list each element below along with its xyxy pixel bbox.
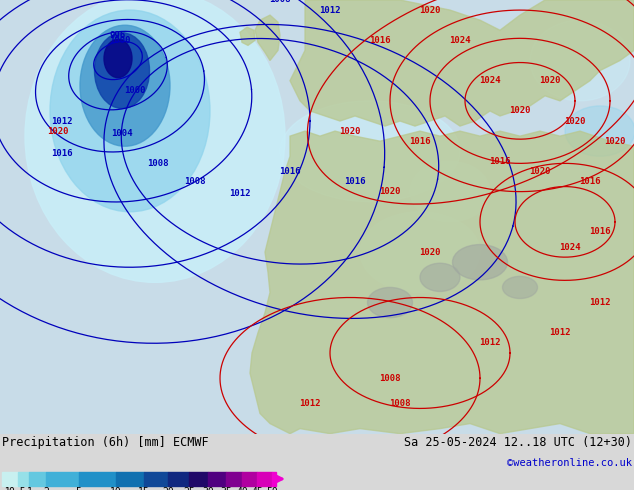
Text: Sa 25-05-2024 12..18 UTC (12+30): Sa 25-05-2024 12..18 UTC (12+30) [404,436,632,449]
Text: 25: 25 [183,487,195,490]
Text: 1008: 1008 [147,159,169,168]
Text: 1016: 1016 [589,227,611,237]
Bar [18,472,29,486]
Bar [2,472,18,486]
Text: 30: 30 [202,487,214,490]
Ellipse shape [94,33,150,108]
Text: 1: 1 [27,487,32,490]
Text: 1016: 1016 [489,157,511,166]
Ellipse shape [280,101,460,202]
Ellipse shape [80,25,170,146]
Text: 2: 2 [43,487,49,490]
Text: 0.5: 0.5 [9,487,27,490]
Text: 1024: 1024 [479,76,501,85]
Bar [257,472,272,486]
Text: 1016: 1016 [579,177,601,186]
Text: 1020: 1020 [339,126,361,136]
Text: 1020: 1020 [604,137,626,146]
Bar [29,472,46,486]
Polygon shape [255,15,280,60]
Ellipse shape [104,39,132,77]
Text: 1008: 1008 [184,177,206,186]
Text: 996: 996 [110,31,126,40]
Ellipse shape [503,276,538,298]
Text: 1020: 1020 [529,167,551,176]
Bar [226,472,242,486]
Bar [168,472,189,486]
Text: 1016: 1016 [410,137,430,146]
Ellipse shape [565,106,634,156]
Text: 0.1: 0.1 [0,487,11,490]
Text: 1024: 1024 [450,36,471,45]
Ellipse shape [25,0,285,282]
Bar [189,472,209,486]
Text: 1024: 1024 [559,243,581,251]
Polygon shape [290,0,634,126]
Text: 20: 20 [162,487,174,490]
Bar [79,472,116,486]
Ellipse shape [410,161,490,222]
Bar [144,472,168,486]
Text: 5: 5 [76,487,82,490]
Ellipse shape [368,288,413,318]
Text: 1012: 1012 [589,298,611,307]
Text: 1008: 1008 [269,0,291,4]
Text: 1008: 1008 [379,374,401,383]
Text: 1016: 1016 [279,167,301,176]
Polygon shape [240,27,255,46]
Text: 1020: 1020 [419,247,441,257]
Text: ©weatheronline.co.uk: ©weatheronline.co.uk [507,458,632,468]
Ellipse shape [453,245,507,280]
Bar [209,472,226,486]
Text: 1020: 1020 [419,5,441,15]
Text: 1012: 1012 [51,117,73,125]
Bar [242,472,257,486]
Text: 1016: 1016 [51,149,73,158]
Text: 1020: 1020 [379,187,401,196]
Text: 1012: 1012 [299,399,321,408]
Text: 35: 35 [220,487,231,490]
Text: 50: 50 [266,487,278,490]
Ellipse shape [50,10,210,212]
Text: 1012: 1012 [549,328,571,337]
Text: 15: 15 [138,487,150,490]
Ellipse shape [360,212,480,293]
Text: 1016: 1016 [369,36,391,45]
Text: 1020: 1020 [540,76,560,85]
Text: 10: 10 [110,487,122,490]
Text: 1000: 1000 [124,86,146,95]
Text: 1012: 1012 [320,5,340,15]
Text: 1020: 1020 [48,126,68,136]
Text: 1016: 1016 [344,177,366,186]
Polygon shape [250,131,634,434]
Bar [272,472,276,486]
Text: 45: 45 [252,487,263,490]
Text: 1020: 1020 [509,106,531,116]
Text: 40: 40 [236,487,248,490]
Text: 1008: 1008 [389,399,411,408]
Text: 1020: 1020 [564,117,586,125]
Text: 1000: 1000 [109,36,131,45]
Bar [46,472,79,486]
Text: Precipitation (6h) [mm] ECMWF: Precipitation (6h) [mm] ECMWF [2,436,209,449]
Text: 1004: 1004 [111,128,133,138]
Ellipse shape [420,263,460,292]
Text: 1012: 1012 [479,339,501,347]
Bar [116,472,144,486]
Ellipse shape [530,20,630,101]
Text: 1012: 1012 [230,189,251,198]
